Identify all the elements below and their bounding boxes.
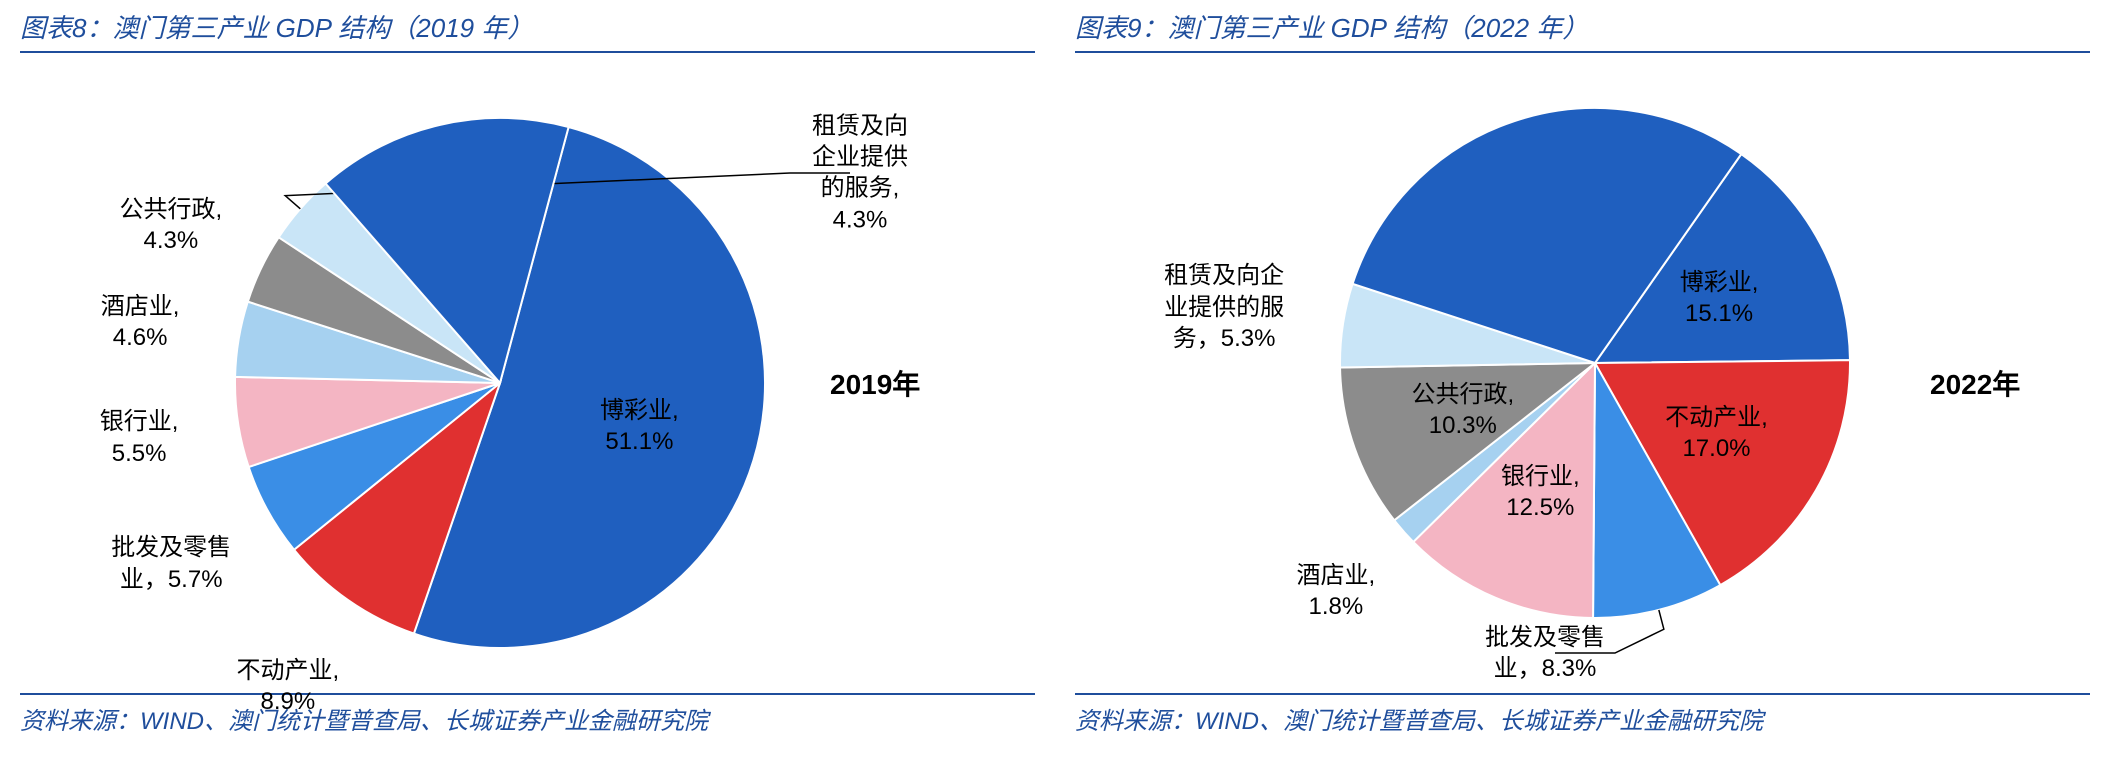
panel-source-2022: 资料来源：WIND、澳门统计暨普查局、长城证券产业金融研究院: [1075, 693, 2090, 736]
panel-source-2019: 资料来源：WIND、澳门统计暨普查局、长城证券产业金融研究院: [20, 693, 1035, 736]
panel-2019: 图表8：澳门第三产业 GDP 结构（2019 年） 博彩业, 51.1%不动产业…: [0, 0, 1055, 770]
panel-2022: 图表9：澳门第三产业 GDP 结构（2022 年） 博彩业, 15.1%不动产业…: [1055, 0, 2110, 770]
panel-title-2022: 图表9：澳门第三产业 GDP 结构（2022 年）: [1075, 0, 2090, 53]
panels-container: 图表8：澳门第三产业 GDP 结构（2019 年） 博彩业, 51.1%不动产业…: [0, 0, 2110, 770]
panel-title-2019: 图表8：澳门第三产业 GDP 结构（2019 年）: [20, 0, 1035, 53]
year-label: 2019年: [830, 363, 920, 403]
year-label: 2022年: [1930, 363, 2020, 403]
pie-chart-2019: 博彩业, 51.1%不动产业, 8.9%批发及零售 业，5.7%银行业, 5.5…: [20, 53, 1035, 693]
pie-chart-2022: 博彩业, 15.1%不动产业, 17.0%批发及零售 业，8.3%银行业, 12…: [1075, 53, 2090, 693]
